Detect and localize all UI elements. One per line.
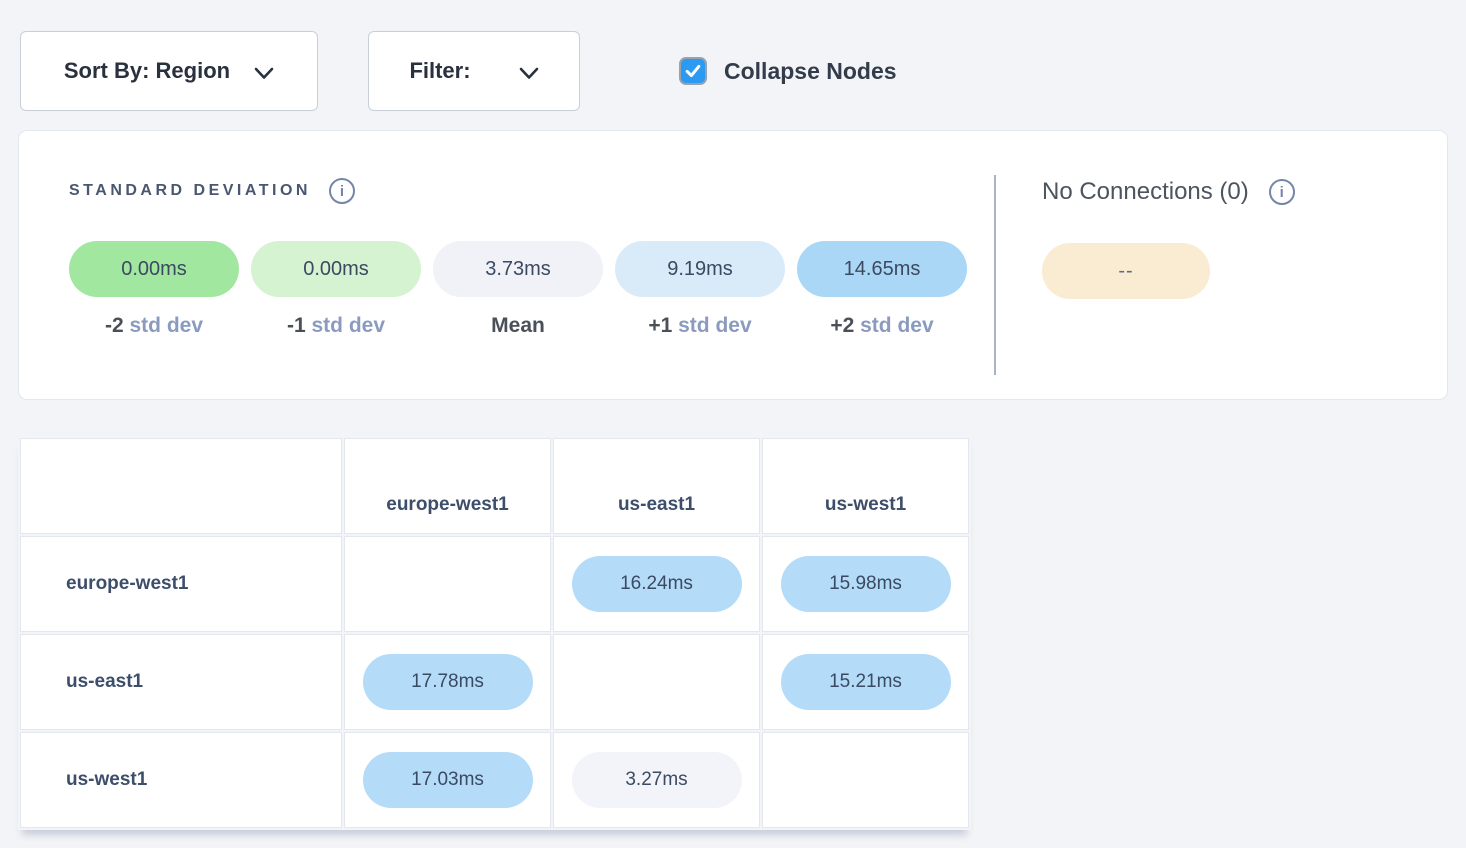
legend-item: 14.65ms +2 std dev [797,241,967,338]
matrix-row-header: us-west1 [20,732,342,828]
legend-label: -1 std dev [287,314,385,338]
collapse-nodes-label: Collapse Nodes [724,57,897,84]
legend-pill: 3.73ms [433,241,603,297]
latency-pill[interactable]: 17.03ms [362,752,533,808]
matrix-cell [762,732,969,828]
chevron-down-icon [519,67,539,80]
legend-label-prefix: -2 [104,314,124,337]
latency-matrix: europe-west1 us-east1 us-west1 europe-west… [18,436,1466,830]
legend-label: -2 std dev [105,314,203,338]
legend-pill: 0.00ms [69,241,239,297]
legend-label-prefix: +2 [830,314,855,337]
legend-item: 9.19ms +1 std dev [615,241,785,338]
matrix-column-header: us-east1 [553,438,760,534]
info-icon[interactable]: i [1268,179,1295,205]
legend-divider [994,175,996,375]
matrix-cell: 16.24ms [553,536,760,632]
matrix-cell: 17.78ms [344,634,551,730]
latency-pill[interactable]: 16.24ms [571,556,742,612]
legend-label-suffix: std dev [860,314,934,337]
matrix-row: europe-west1 16.24ms 15.98ms [20,536,969,632]
matrix-column-header: us-west1 [762,438,969,534]
legend-label-suffix: std dev [678,314,752,337]
matrix-row-header: us-east1 [20,634,342,730]
legend-item: 3.73ms Mean [433,241,603,338]
matrix-header-row: europe-west1 us-east1 us-west1 [20,438,969,534]
legend-label-prefix: Mean [491,314,545,337]
filter-label: Filter: [409,58,471,83]
filter-dropdown[interactable]: Filter: [368,31,580,111]
matrix-row: us-east1 17.78ms 15.21ms [20,634,969,730]
matrix-cell: 3.27ms [553,732,760,828]
legend-pill: 9.19ms [615,241,785,297]
legend-pill: 14.65ms [797,241,967,297]
latency-pill[interactable]: 17.78ms [362,654,533,710]
matrix-cell: 15.98ms [762,536,969,632]
sort-by-label: Sort By: Region [63,58,231,83]
legend-pill: 0.00ms [251,241,421,297]
std-dev-section: STANDARD DEVIATION i 0.00ms -2 std dev 0.0… [19,131,994,399]
latency-pill[interactable]: 15.21ms [780,654,951,710]
matrix-column-header: europe-west1 [344,438,551,534]
legend-label-suffix: std dev [311,314,386,337]
latency-pill[interactable]: 15.98ms [780,556,951,612]
no-connections-section: No Connections (0) i -- [996,131,1295,399]
legend-label: +1 std dev [648,314,751,338]
legend-label: Mean [491,314,545,338]
matrix-body: europe-west1 16.24ms 15.98ms us-east1 17.78m… [20,536,969,828]
latency-pill[interactable]: 3.27ms [571,752,742,808]
matrix-cell [344,536,551,632]
legend-panel: STANDARD DEVIATION i 0.00ms -2 std dev 0.0… [18,130,1448,400]
matrix-cell: 17.03ms [344,732,551,828]
matrix-corner-cell [20,438,342,534]
std-dev-items: 0.00ms -2 std dev 0.00ms -1 std dev 3.73ms Me… [69,241,994,338]
checkbox-checked-icon[interactable] [679,57,707,85]
no-connections-title: No Connections (0) [1042,178,1249,205]
legend-label-prefix: +1 [648,314,673,337]
collapse-nodes-toggle[interactable]: Collapse Nodes [679,57,897,85]
legend-item: 0.00ms -1 std dev [251,241,421,338]
no-connections-pill: -- [1042,243,1210,299]
matrix-cell: 15.21ms [762,634,969,730]
latency-matrix-table: europe-west1 us-east1 us-west1 europe-west… [18,436,971,830]
matrix-cell [553,634,760,730]
legend-item: 0.00ms -2 std dev [69,241,239,338]
std-dev-title: STANDARD DEVIATION [69,182,311,199]
legend-label-suffix: std dev [129,314,204,337]
sort-by-dropdown[interactable]: Sort By: Region [20,31,318,111]
info-icon[interactable]: i [328,178,355,204]
legend-label-prefix: -1 [286,314,306,337]
legend-label: +2 std dev [830,314,933,338]
matrix-row: us-west1 17.03ms 3.27ms [20,732,969,828]
controls-bar: Sort By: Region Filter: Collapse Nodes [0,0,1466,111]
matrix-row-header: europe-west1 [20,536,342,632]
chevron-down-icon [254,67,274,80]
